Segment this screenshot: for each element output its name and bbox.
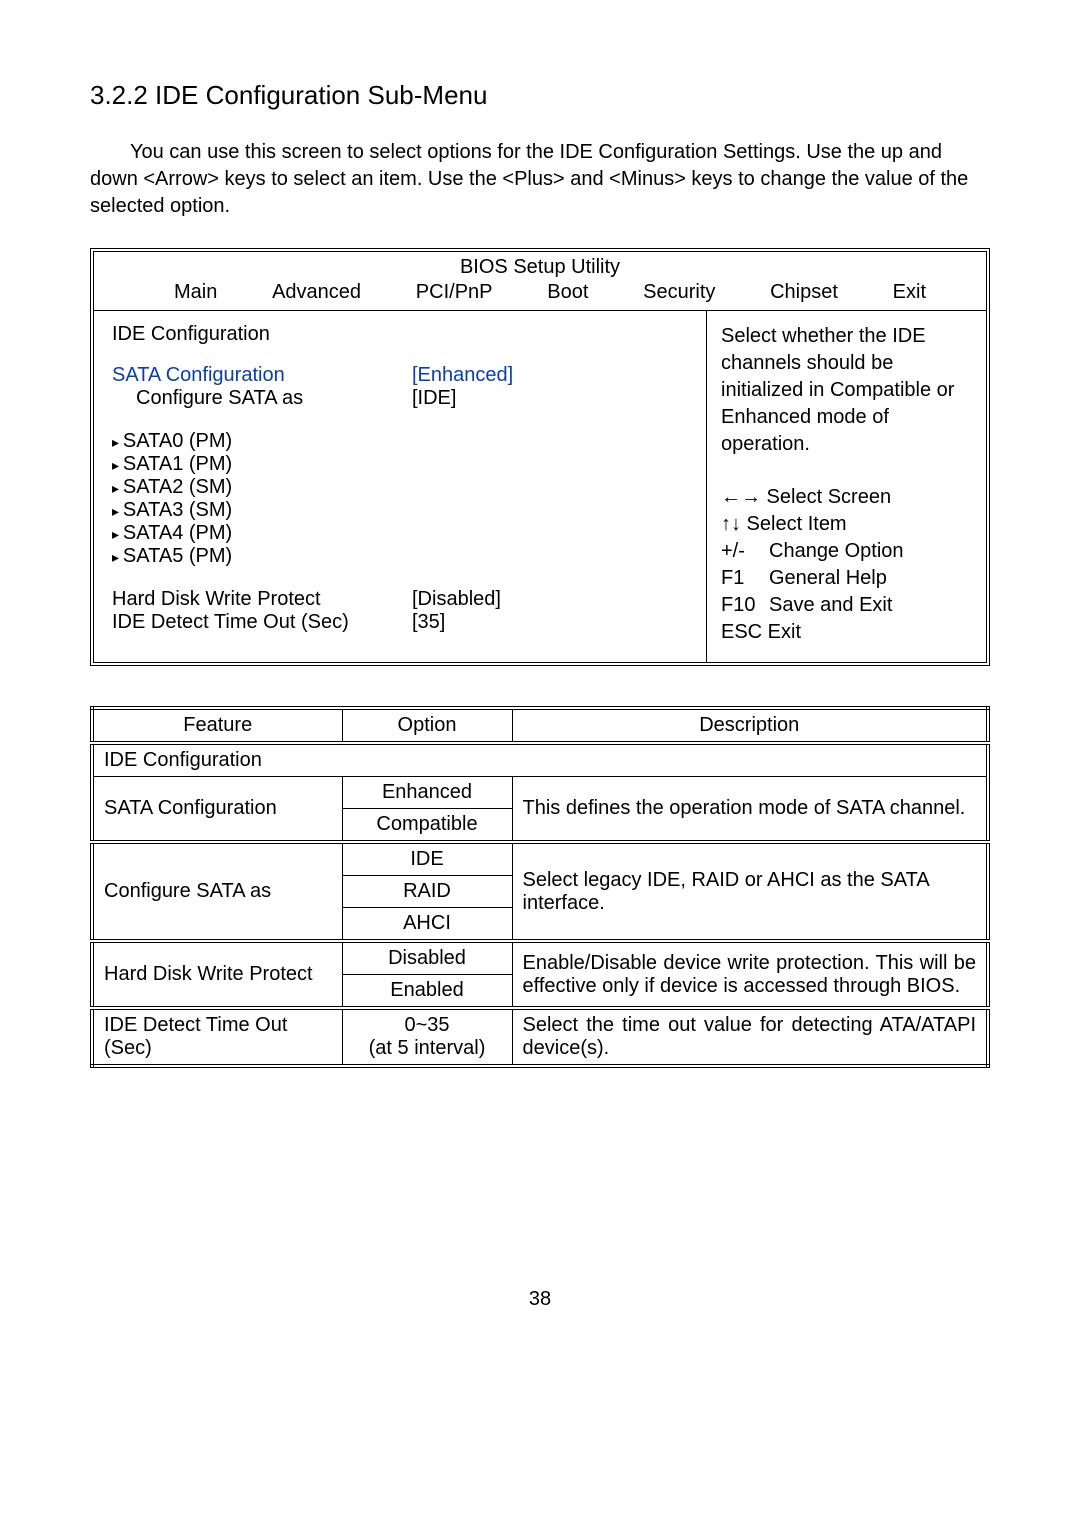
config-as-label[interactable]: Configure SATA as — [112, 387, 412, 410]
config-as-value[interactable]: [IDE] — [412, 387, 688, 410]
opt-raid: RAID — [342, 876, 512, 908]
feat-hdwp: Hard Disk Write Protect — [92, 941, 342, 1008]
desc-sata-config: This defines the operation mode of SATA … — [512, 777, 988, 843]
feat-sata-config: SATA Configuration — [92, 777, 342, 843]
hdwp-label[interactable]: Hard Disk Write Protect — [112, 588, 412, 611]
opt-timeout: 0~35 (at 5 interval) — [342, 1008, 512, 1066]
timeout-label[interactable]: IDE Detect Time Out (Sec) — [112, 611, 412, 634]
hdwp-value[interactable]: [Disabled] — [412, 588, 688, 611]
intro-paragraph: You can use this screen to select option… — [90, 139, 990, 220]
bios-section-title: IDE Configuration — [112, 323, 688, 346]
bios-tab-pcipnp[interactable]: PCI/PnP — [416, 281, 493, 304]
bios-help-panel: Select whether the IDE channels should b… — [706, 311, 986, 662]
opt-ahci: AHCI — [342, 908, 512, 942]
table-section-ide: IDE Configuration — [92, 743, 988, 777]
timeout-value[interactable]: [35] — [412, 611, 688, 634]
key-change-option: +/-Change Option — [721, 538, 972, 565]
key-select-screen: ←→ Select Screen — [721, 484, 972, 511]
bios-tab-main[interactable]: Main — [174, 281, 217, 304]
description-table: Feature Option Description IDE Configura… — [90, 706, 990, 1068]
bios-tab-bar: BIOS Setup Utility Main Advanced PCI/PnP… — [94, 252, 986, 311]
page-number: 38 — [90, 1288, 990, 1311]
sata-config-value[interactable]: [Enhanced] — [412, 364, 688, 387]
feat-timeout: IDE Detect Time Out (Sec) — [92, 1008, 342, 1066]
key-general-help: F1General Help — [721, 565, 972, 592]
bios-tab-security[interactable]: Security — [643, 281, 715, 304]
bios-utility-box: BIOS Setup Utility Main Advanced PCI/PnP… — [90, 248, 990, 666]
desc-hdwp: Enable/Disable device write protection. … — [512, 941, 988, 1008]
th-description: Description — [512, 708, 988, 743]
sata0-item[interactable]: SATA0 (PM) — [112, 430, 688, 453]
sata3-item[interactable]: SATA3 (SM) — [112, 499, 688, 522]
sata-config-label[interactable]: SATA Configuration — [112, 364, 412, 387]
desc-config-as: Select legacy IDE, RAID or AHCI as the S… — [512, 842, 988, 941]
opt-enabled: Enabled — [342, 975, 512, 1009]
bios-title: BIOS Setup Utility — [104, 256, 976, 279]
opt-enhanced: Enhanced — [342, 777, 512, 809]
bios-tab-advanced[interactable]: Advanced — [272, 281, 361, 304]
bios-help-text: Select whether the IDE channels should b… — [721, 323, 972, 458]
sata1-item[interactable]: SATA1 (PM) — [112, 453, 688, 476]
sata5-item[interactable]: SATA5 (PM) — [112, 545, 688, 568]
sata2-item[interactable]: SATA2 (SM) — [112, 476, 688, 499]
sata4-item[interactable]: SATA4 (PM) — [112, 522, 688, 545]
feat-config-as: Configure SATA as — [92, 842, 342, 941]
bios-tab-exit[interactable]: Exit — [893, 281, 926, 304]
opt-compatible: Compatible — [342, 809, 512, 843]
bios-left-panel: IDE Configuration SATA Configuration [En… — [94, 311, 706, 662]
th-option: Option — [342, 708, 512, 743]
opt-ide: IDE — [342, 842, 512, 876]
desc-timeout: Select the time out value for detecting … — [512, 1008, 988, 1066]
key-save-exit: F10Save and Exit — [721, 592, 972, 619]
key-esc-exit: ESC Exit — [721, 619, 972, 646]
opt-disabled: Disabled — [342, 941, 512, 975]
bios-tab-chipset[interactable]: Chipset — [770, 281, 838, 304]
bios-tab-boot[interactable]: Boot — [547, 281, 588, 304]
key-select-item: ↑↓ Select Item — [721, 511, 972, 538]
th-feature: Feature — [92, 708, 342, 743]
section-heading: 3.2.2 IDE Configuration Sub-Menu — [90, 80, 990, 111]
